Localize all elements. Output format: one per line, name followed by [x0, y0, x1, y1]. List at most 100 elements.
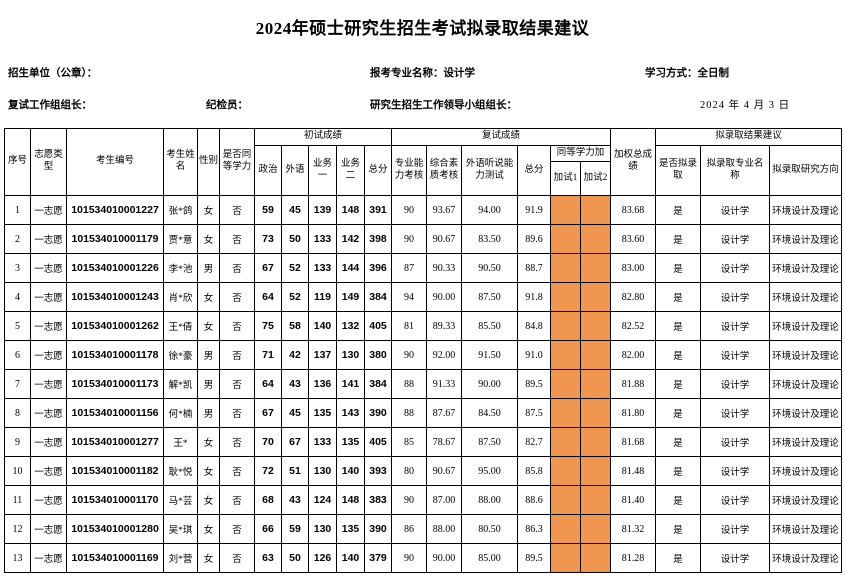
table-cell: 90 — [391, 543, 427, 573]
table-cell: 设计学 — [700, 224, 771, 254]
table-cell: 90 — [391, 485, 427, 515]
table-row: 13 一志愿 101534010001169 刘*营女否 63 50 126 140 379 90… — [4, 543, 843, 573]
table-cell: 环境设计及理论 — [769, 282, 843, 312]
table-cell: 是 — [655, 253, 702, 283]
table-cell: 环境设计及理论 — [769, 398, 843, 428]
table-cell: 89.6 — [517, 224, 551, 254]
table-cell: 396 — [364, 253, 392, 283]
table-cell: 88.6 — [517, 485, 551, 515]
table-cell: 13 — [4, 543, 31, 573]
table-cell: 59 — [281, 514, 309, 544]
table-cell: 93.67 — [426, 195, 462, 225]
table-cell: 140 — [336, 543, 365, 573]
header-comprehensive-exam: 综合素质考核 — [426, 145, 462, 196]
table-cell: 男 — [197, 398, 220, 428]
table-cell: 男 — [197, 253, 220, 283]
table-row: 6 一志愿 101534010001178 徐*豪男否 71 42 137 130 380 90 9… — [4, 340, 843, 370]
table-cell: 82.52 — [610, 311, 657, 341]
table-cell: 135 — [336, 514, 365, 544]
table-cell: 环境设计及理论 — [769, 195, 843, 225]
table-cell: 90.67 — [426, 224, 462, 254]
highlight-cell — [550, 224, 581, 254]
table-cell: 94.00 — [461, 195, 518, 225]
table-cell: 81.40 — [610, 485, 657, 515]
table-cell: 环境设计及理论 — [769, 369, 843, 399]
table-cell: 393 — [364, 456, 392, 486]
table-cell: 144 — [336, 253, 365, 283]
table-cell: 女 — [197, 514, 220, 544]
table-cell: 391 — [364, 195, 392, 225]
highlight-cell — [579, 398, 612, 428]
table-cell: 环境设计及理论 — [769, 514, 843, 544]
table-cell: 否 — [219, 456, 255, 486]
table-cell: 91.50 — [461, 340, 518, 370]
table-cell: 是 — [655, 224, 702, 254]
header-gender: 性别 — [197, 128, 220, 196]
table-cell: 90 — [391, 195, 427, 225]
table-cell: 70 — [254, 427, 282, 457]
table-cell: 52 — [281, 253, 309, 283]
table-cell: 91.0 — [517, 340, 551, 370]
header-politics: 政治 — [254, 145, 282, 196]
table-cell: 耿*悦 — [163, 456, 198, 486]
table-cell: 90.33 — [426, 253, 462, 283]
table-cell: 91.9 — [517, 195, 551, 225]
table-cell: 是 — [655, 543, 702, 573]
table-cell: 1 — [4, 195, 31, 225]
table-cell: 85.8 — [517, 456, 551, 486]
table-cell: 何*楠 — [163, 398, 198, 428]
highlight-cell — [550, 456, 581, 486]
highlight-cell — [579, 369, 612, 399]
table-cell: 设计学 — [700, 427, 771, 457]
table-cell: 66 — [254, 514, 282, 544]
table-cell: 82.7 — [517, 427, 551, 457]
table-cell: 4 — [4, 282, 31, 312]
table-row: 11 一志愿 101534010001170 马*芸女否 68 43 124 148 383 90… — [4, 485, 843, 515]
table-cell: 101534010001227 — [66, 195, 164, 225]
header-retest-total: 总分 — [517, 145, 551, 196]
table-cell: 73 — [254, 224, 282, 254]
table-cell: 环境设计及理论 — [769, 485, 843, 515]
highlight-cell — [579, 514, 612, 544]
table-cell: 405 — [364, 311, 392, 341]
highlight-cell — [550, 195, 581, 225]
table-cell: 环境设计及理论 — [769, 456, 843, 486]
table-cell: 一志愿 — [30, 311, 67, 341]
table-cell: 否 — [219, 224, 255, 254]
table-cell: 一志愿 — [30, 340, 67, 370]
table-cell: 43 — [281, 485, 309, 515]
header-candidate-name: 考生姓名 — [163, 128, 198, 196]
table-cell: 89.33 — [426, 311, 462, 341]
table-cell: 女 — [197, 485, 220, 515]
table-cell: 马*芸 — [163, 485, 198, 515]
table-cell: 设计学 — [700, 311, 771, 341]
table-cell: 135 — [336, 427, 365, 457]
table-cell: 90 — [391, 224, 427, 254]
table-cell: 81.80 — [610, 398, 657, 428]
table-cell: 设计学 — [700, 282, 771, 312]
table-cell: 80.50 — [461, 514, 518, 544]
table-cell: 5 — [4, 311, 31, 341]
table-cell: 133 — [308, 427, 337, 457]
table-cell: 85 — [391, 427, 427, 457]
table-cell: 95.00 — [461, 456, 518, 486]
table-cell: 是 — [655, 369, 702, 399]
table-cell: 81.48 — [610, 456, 657, 486]
table-cell: 90 — [391, 340, 427, 370]
table-body: 1 一志愿 101534010001227 张*鸽女否 59 45 139 148 391 90 9… — [4, 195, 843, 573]
table-cell: 59 — [254, 195, 282, 225]
table-cell: 90.00 — [461, 369, 518, 399]
highlight-cell — [550, 514, 581, 544]
table-cell: 3 — [4, 253, 31, 283]
table-cell: 130 — [336, 340, 365, 370]
table-cell: 148 — [336, 485, 365, 515]
table-cell: 58 — [281, 311, 309, 341]
table-cell: 张*鸽 — [163, 195, 198, 225]
table-cell: 女 — [197, 456, 220, 486]
page-title: 2024年硕士研究生招生考试拟录取结果建议 — [255, 19, 590, 38]
table-cell: 女 — [197, 224, 220, 254]
table-cell: 83.00 — [610, 253, 657, 283]
table-cell: 91.8 — [517, 282, 551, 312]
highlight-cell — [550, 311, 581, 341]
table-cell: 140 — [308, 311, 337, 341]
